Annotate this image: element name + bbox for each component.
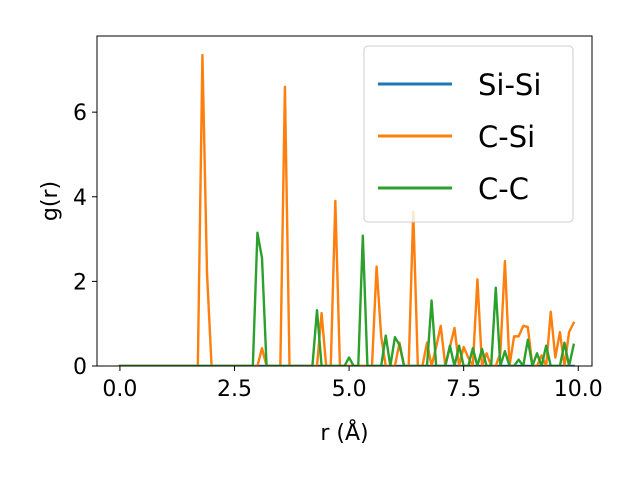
x-tick-label: 0.0 [102, 377, 137, 402]
axes-frame [96, 35, 593, 367]
x-tick-label: 5.0 [332, 377, 367, 402]
plot-area [118, 53, 576, 366]
y-tick-label: 4 [73, 186, 87, 211]
y-tick-label: 0 [73, 355, 87, 380]
legend-box [363, 45, 574, 223]
series-line-c-c [118, 231, 576, 366]
x-tick-label: 7.5 [446, 377, 481, 402]
x-tick-label: 10.0 [554, 377, 603, 402]
x-axis-label: r (Å) [320, 419, 368, 446]
x-tick-label: 2.5 [217, 377, 252, 402]
legend-label-c-si: C-Si [478, 120, 535, 154]
x-axis: 0.0 2.5 5.0 7.5 10.0 [102, 366, 603, 402]
y-axis-label: g(r) [38, 181, 63, 221]
legend-label-c-c: C-C [478, 172, 529, 206]
y-tick-label: 6 [73, 101, 87, 126]
y-axis: 0 2 4 6 [73, 101, 97, 380]
series-line-c-si [118, 53, 576, 366]
legend: Si-Si C-Si C-C [363, 45, 574, 223]
legend-label-si-si: Si-Si [478, 68, 541, 102]
y-tick-label: 2 [73, 270, 87, 295]
